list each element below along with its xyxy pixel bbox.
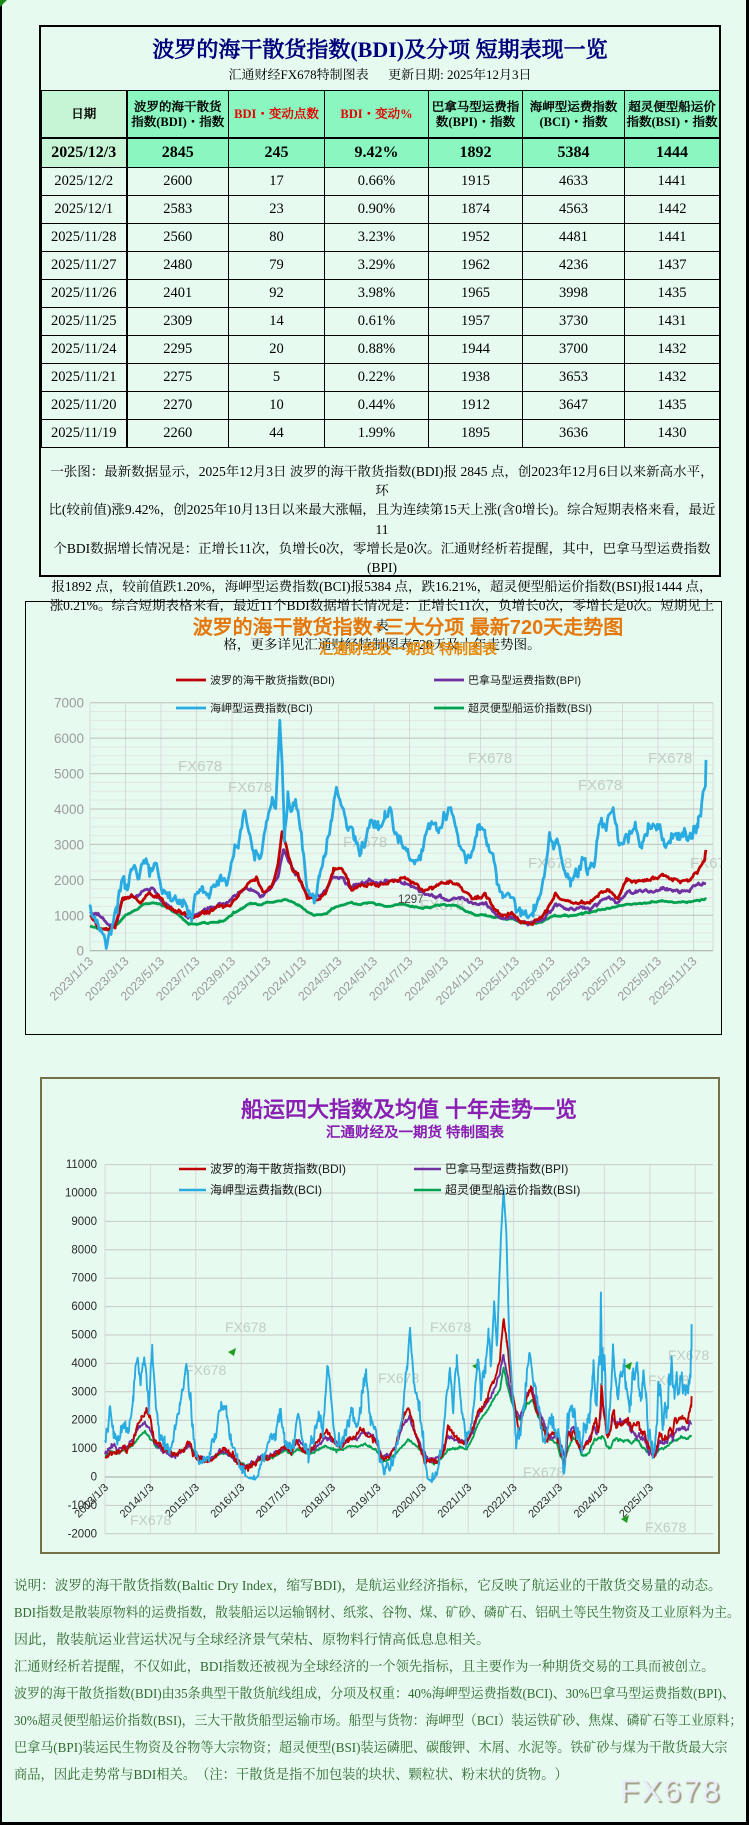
svg-text:FX678: FX678: [178, 758, 222, 775]
svg-text:FX678: FX678: [378, 1370, 419, 1386]
svg-text:1297: 1297: [398, 894, 424, 906]
svg-text:FX678: FX678: [668, 1347, 709, 1363]
svg-text:2000: 2000: [71, 1415, 97, 1427]
svg-text:4000: 4000: [54, 802, 84, 817]
svg-text:3000: 3000: [54, 837, 84, 852]
svg-text:5000: 5000: [54, 767, 84, 782]
svg-text:FX678: FX678: [225, 1319, 266, 1335]
svg-text:6000: 6000: [71, 1301, 97, 1313]
svg-text:-1000: -1000: [68, 1500, 97, 1512]
svg-text:波罗的海干散货指数+三大分项 最新720天走势图: 波罗的海干散货指数+三大分项 最新720天走势图: [193, 616, 624, 639]
svg-text:7000: 7000: [54, 696, 84, 711]
svg-text:FX678: FX678: [130, 1512, 171, 1528]
svg-text:FX678: FX678: [430, 1319, 471, 1335]
svg-text:10000: 10000: [65, 1188, 97, 1200]
svg-text:巴拿马型运费指数(BPI): 巴拿马型运费指数(BPI): [445, 1162, 568, 1176]
svg-text:FX678: FX678: [468, 750, 512, 767]
svg-text:FX678: FX678: [228, 779, 272, 796]
svg-text:波罗的海干散货指数(BDI): 波罗的海干散货指数(BDI): [210, 674, 335, 687]
svg-text:9000: 9000: [71, 1216, 97, 1228]
svg-text:FX678: FX678: [645, 1519, 686, 1535]
svg-text:1000: 1000: [71, 1443, 97, 1455]
svg-text:-2000: -2000: [68, 1528, 97, 1540]
svg-text:4000: 4000: [71, 1358, 97, 1370]
svg-text:5000: 5000: [71, 1330, 97, 1342]
svg-text:FX678: FX678: [648, 750, 692, 767]
svg-text:8000: 8000: [71, 1244, 97, 1256]
svg-text:1000: 1000: [54, 908, 84, 923]
svg-text:巴拿马型运费指数(BPI): 巴拿马型运费指数(BPI): [468, 674, 581, 687]
svg-text:3000: 3000: [71, 1386, 97, 1398]
svg-text:汇通财经及一期货 特制图表: 汇通财经及一期货 特制图表: [319, 641, 498, 658]
svg-text:6000: 6000: [54, 731, 84, 746]
svg-text:7000: 7000: [71, 1273, 97, 1285]
svg-text:0: 0: [76, 944, 84, 959]
svg-text:汇通财经及一期货 特制图表: 汇通财经及一期货 特制图表: [326, 1124, 505, 1141]
svg-text:FX678: FX678: [690, 855, 721, 872]
svg-text:海岬型运费指数(BCI): 海岬型运费指数(BCI): [210, 702, 313, 715]
svg-text:0: 0: [91, 1472, 97, 1484]
svg-text:波罗的海干散货指数(BDI): 波罗的海干散货指数(BDI): [210, 1162, 346, 1176]
svg-text:2000: 2000: [54, 873, 84, 888]
svg-text:FX678: FX678: [523, 1464, 564, 1480]
svg-text:FX678: FX678: [185, 1362, 226, 1378]
svg-text:11000: 11000: [66, 1159, 97, 1171]
svg-text:船运四大指数及均值 十年走势一览: 船运四大指数及均值 十年走势一览: [241, 1097, 577, 1122]
svg-text:海岬型运费指数(BCI): 海岬型运费指数(BCI): [210, 1183, 322, 1197]
svg-text:FX678: FX678: [578, 777, 622, 794]
svg-text:超灵便型船运价指数(BSI): 超灵便型船运价指数(BSI): [445, 1183, 580, 1197]
svg-text:超灵便型船运价指数(BSI): 超灵便型船运价指数(BSI): [468, 702, 592, 715]
